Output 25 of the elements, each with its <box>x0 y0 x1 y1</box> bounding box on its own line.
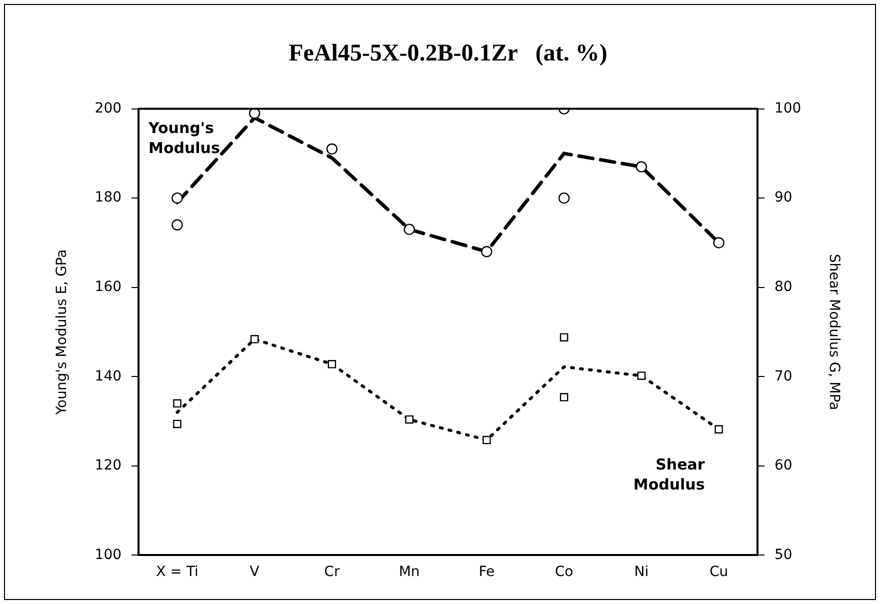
x-tick-label: Fe <box>478 564 495 580</box>
x-tick-label: X = Ti <box>156 564 198 580</box>
y-tick-label: 120 <box>94 458 122 474</box>
x-tick-label: Cr <box>324 564 340 580</box>
y2-tick-label: 90 <box>774 190 792 206</box>
y-tick-label: 140 <box>94 368 122 384</box>
series-label: Shear Modulus <box>633 455 706 494</box>
x-tick-label: Ni <box>634 564 649 580</box>
x-tick-label: Mn <box>398 564 420 580</box>
y2-tick-label: 50 <box>774 546 792 563</box>
y2-tick-label: 70 <box>774 368 792 384</box>
y2-tick-label: 60 <box>774 458 792 474</box>
y-tick-label: 180 <box>94 190 122 206</box>
y-axis-title: Young's Modulus E, GPa <box>54 249 70 416</box>
y-tick-label: 200 <box>94 100 122 116</box>
y-tick-label: 100 <box>94 546 122 563</box>
y2-tick-label: 80 <box>774 279 792 295</box>
series-label: Young's Modulus <box>148 118 220 157</box>
chart-title: FeAl45-5X-0.2B-0.1Zr (at. %) <box>288 40 608 67</box>
x-tick-label: V <box>250 564 260 580</box>
x-tick-label: Cu <box>709 564 728 580</box>
x-tick-label: Co <box>554 564 574 580</box>
y2-tick-label: 100 <box>774 100 802 116</box>
y2-axis-title: Shear Modulus G, MPa <box>826 254 842 410</box>
y-tick-label: 160 <box>94 279 122 295</box>
